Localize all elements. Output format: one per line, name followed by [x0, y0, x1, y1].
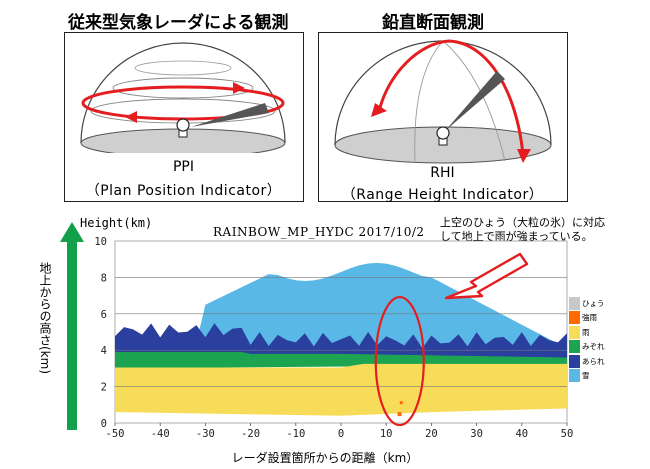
ppi-title: 従来型気象レーダによる観測	[68, 13, 289, 33]
chart-title: RAINBOW_MP_HYDC 2017/10/2	[213, 225, 425, 239]
legend-label: みぞれ	[582, 342, 605, 352]
heavy-rain-spot	[397, 412, 402, 417]
y-tick-label: 6	[101, 309, 107, 321]
legend-label: 雨	[582, 327, 590, 337]
x-tick-label: 40	[515, 428, 528, 440]
heavy-rain-spot	[399, 401, 403, 405]
annotation-arrow	[444, 252, 529, 300]
legend-swatch	[569, 311, 580, 325]
annotation-line: 上空のひょう（大粒の氷）に対応	[440, 216, 605, 229]
legend-label: あられ	[582, 356, 605, 366]
ppi-arrowhead-left	[233, 82, 245, 94]
graupel-region	[115, 323, 567, 362]
x-tick-label: -50	[106, 428, 125, 440]
x-tick-label: 10	[380, 428, 393, 440]
x-tick-label: 0	[338, 428, 344, 440]
legend-label: ひょう	[582, 298, 605, 308]
chart-xlabel: レーダ設置箇所からの距離（km）	[231, 451, 419, 465]
rhi-radar-beam	[445, 71, 505, 131]
rhi-radar-icon	[436, 126, 450, 146]
legend-item: 雪	[569, 369, 605, 384]
rhi-dome-illustration	[334, 39, 552, 164]
rhi-arrowhead-right	[517, 149, 531, 163]
ppi-subtitle: （Plan Position Indicator）	[85, 183, 282, 199]
legend-swatch	[569, 296, 580, 310]
y-tick-label: 2	[101, 382, 107, 394]
x-tick-label: 50	[561, 428, 574, 440]
legend-item: 雨	[569, 325, 605, 340]
y-tick-label: 4	[101, 345, 107, 357]
legend-label: 強雨	[582, 313, 597, 323]
annotation-line: して地上で雨が強まっている。	[440, 230, 593, 243]
rhi-arrowhead-left	[371, 103, 387, 117]
ppi-dome-ring	[134, 60, 232, 76]
annotation-text: 上空のひょう（大粒の氷）に対応 して地上で雨が強まっている。	[440, 216, 605, 244]
rhi-meridian	[442, 40, 506, 162]
rhi-meridian	[414, 40, 444, 162]
x-tick-label: 30	[470, 428, 483, 440]
rain-region	[115, 362, 567, 416]
height-arrow	[60, 222, 84, 430]
legend-item: ひょう	[569, 296, 605, 311]
y-tick-label: 8	[101, 272, 107, 284]
ppi-arrowhead-right	[125, 111, 137, 123]
legend-label: 雪	[582, 371, 590, 381]
x-tick-label: -10	[286, 428, 305, 440]
x-tick-label: 20	[425, 428, 438, 440]
rhi-caption: RHI	[430, 165, 455, 181]
legend: ひょう強雨雨みぞれあられ雪	[569, 296, 605, 383]
chart-ylabel: Height(km)	[80, 216, 153, 230]
legend-item: みぞれ	[569, 340, 605, 355]
x-tick-label: -40	[151, 428, 170, 440]
rhi-subtitle: （Range Height Indicator）	[341, 187, 544, 203]
legend-swatch	[569, 325, 580, 339]
ppi-radar-beam	[191, 103, 269, 127]
rhi-panel: RHI （Range Height Indicator）	[318, 32, 568, 203]
y-tick-label: 0	[101, 418, 107, 430]
rhi-scan-arc	[377, 39, 525, 156]
legend-swatch	[569, 369, 580, 383]
ppi-caption: PPI	[172, 159, 194, 175]
ppi-dome-illustration	[80, 42, 286, 153]
hail-highlight-ellipse	[374, 295, 425, 427]
y-tick-label: 10	[94, 236, 107, 248]
ppi-dome-ring	[112, 77, 254, 99]
legend-swatch	[569, 354, 580, 368]
legend-swatch	[569, 340, 580, 354]
x-tick-label: -30	[196, 428, 215, 440]
side-height-label: 地上からの高さ(km)	[38, 262, 52, 375]
ppi-radar-icon	[176, 118, 190, 138]
legend-item: 強雨	[569, 311, 605, 326]
ppi-panel: PPI （Plan Position Indicator）	[64, 32, 304, 202]
legend-item: あられ	[569, 354, 605, 369]
rhi-title: 鉛直断面観測	[382, 13, 484, 33]
x-tick-label: -20	[241, 428, 260, 440]
